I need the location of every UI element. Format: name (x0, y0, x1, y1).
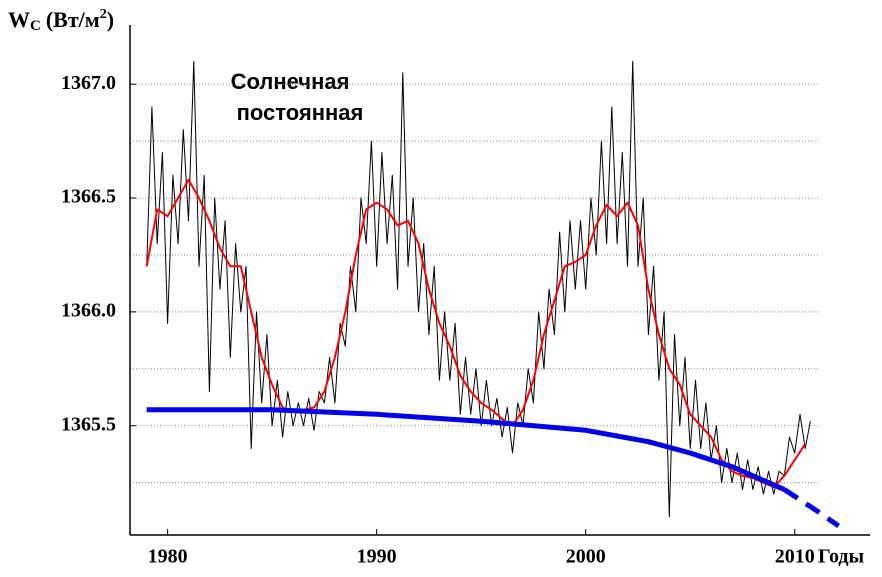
x-tick-label: 1980 (148, 546, 188, 568)
data-line (146, 407, 786, 492)
x-tick-label: 2010 (775, 546, 815, 568)
data-line (146, 60, 811, 518)
x-axis-label: Годы (818, 546, 865, 568)
x-tick-label: 2000 (566, 546, 606, 568)
data-line (145, 178, 807, 489)
y-axis-label: WC (Вт/м2) (8, 7, 114, 34)
y-tick-label: 1366.5 (61, 186, 116, 208)
y-tick-label: 1365.5 (61, 413, 116, 435)
y-tick-label: 1366.0 (61, 299, 116, 321)
data-line (782, 487, 841, 528)
x-tick-label: 1990 (357, 546, 397, 568)
annotation: Солнечная (231, 69, 350, 94)
y-tick-label: 1367.0 (61, 72, 116, 94)
annotation: постоянная (237, 100, 364, 125)
